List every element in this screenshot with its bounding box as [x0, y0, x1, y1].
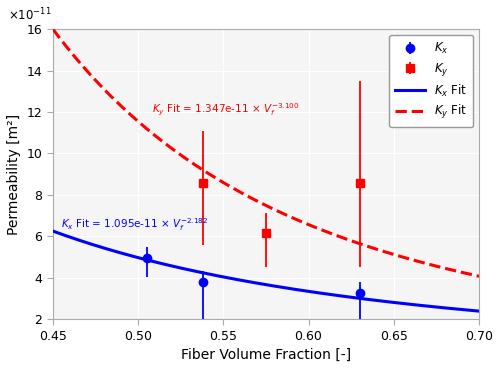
$K_x$ Fit: [101, 246, 107, 250]
Legend: $K_x$, $K_y$, $K_x$ Fit, $K_y$ Fit: $K_x$, $K_y$, $K_x$ Fit, $K_y$ Fit: [390, 35, 473, 127]
Text: $K_x$ Fit = 1.095e-11 × $V_f^{-2.182}$: $K_x$ Fit = 1.095e-11 × $V_f^{-2.182}$: [62, 217, 208, 233]
Text: $\times10^{-11}$: $\times10^{-11}$: [8, 7, 52, 23]
$K_x$ Fit: [476, 309, 482, 313]
$K_x$ Fit: [188, 268, 194, 273]
$K_y$ Fit: [476, 274, 482, 279]
Line: $K_x$ Fit: $K_x$ Fit: [53, 231, 479, 311]
Text: $K_y$ Fit = 1.347e-11 × $V_f^{-3.100}$: $K_y$ Fit = 1.347e-11 × $V_f^{-3.100}$: [152, 102, 299, 118]
$K_y$ Fit: [101, 87, 107, 92]
$K_x$ Fit: [218, 275, 224, 279]
Y-axis label: Permeability [m²]: Permeability [m²]: [7, 114, 21, 235]
$K_y$ Fit: [218, 179, 224, 184]
$K_x$ Fit: [318, 291, 324, 296]
X-axis label: Fiber Volume Fraction [-]: Fiber Volume Fraction [-]: [181, 348, 351, 362]
Line: $K_y$ Fit: $K_y$ Fit: [53, 29, 479, 276]
$K_x$ Fit: [358, 296, 364, 301]
$K_x$ Fit: [50, 229, 56, 233]
$K_y$ Fit: [358, 242, 364, 246]
$K_y$ Fit: [318, 227, 324, 232]
$K_x$ Fit: [360, 297, 366, 301]
$K_y$ Fit: [50, 27, 56, 31]
$K_y$ Fit: [188, 161, 194, 165]
$K_y$ Fit: [360, 242, 366, 247]
